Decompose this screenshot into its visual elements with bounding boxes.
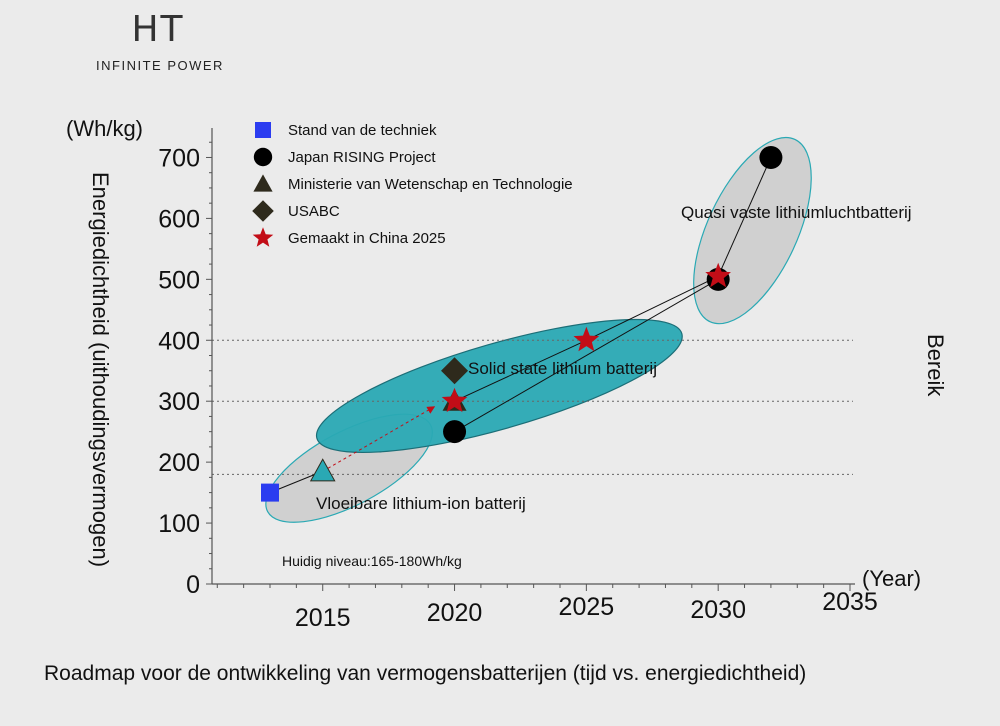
legend-marker-circle	[253, 147, 273, 167]
current-level-label: Huidig niveau:165-180Wh/kg	[282, 553, 462, 569]
point-circle-2032	[759, 145, 783, 169]
legend-label-2: Ministerie van Wetenschap en Technologie	[288, 176, 573, 193]
y-tick-label-500: 500	[158, 266, 200, 294]
legend-marker-diamond	[252, 200, 274, 222]
logo-mark: HT	[131, 9, 185, 50]
y-unit-label: (Wh/kg)	[66, 116, 143, 141]
connector-line-3	[586, 275, 719, 341]
y-axis-label: Energiedichtheid (uithoudingsvermogen)	[88, 172, 113, 567]
region-ellipse-2	[693, 136, 812, 325]
y-tick-label-300: 300	[158, 388, 200, 416]
y-tick-label-700: 700	[158, 144, 200, 172]
legend-marker-square	[255, 122, 271, 138]
chart-title: Roadmap voor de ontwikkeling van vermoge…	[44, 662, 806, 685]
x-tick-label-2030: 2030	[690, 596, 746, 624]
point-circle-2020	[443, 420, 467, 444]
legend-label-4: Gemaakt in China 2025	[288, 230, 446, 247]
right-range-label: Bereik	[923, 334, 948, 397]
x-tick-label-2020: 2020	[427, 599, 483, 627]
connector-line-2	[454, 339, 587, 402]
x-tick-label-2025: 2025	[559, 593, 615, 621]
y-tick-label-600: 600	[158, 205, 200, 233]
logo-subtitle: INFINITE POWER	[96, 58, 224, 73]
x-tick-label-2035: 2035	[822, 588, 878, 616]
point-diamond-2020	[441, 357, 469, 385]
y-tick-label-400: 400	[158, 327, 200, 355]
legend-marker-star	[252, 227, 274, 247]
region-ellipse-1	[315, 318, 683, 454]
legend-marker-triangle	[253, 174, 273, 192]
point-star-2030	[705, 262, 731, 288]
connector-line-4	[454, 278, 719, 433]
solid-state-label: Solid state lithium batterij	[468, 359, 657, 378]
point-square-2013	[261, 483, 279, 502]
x-tick-label-2015: 2015	[295, 604, 351, 632]
liquid-battery-label: Vloeibare lithium-ion batterij	[316, 494, 526, 513]
x-unit-label: (Year)	[862, 566, 921, 591]
quasi-solid-label: Quasi vaste lithiumluchtbatterij	[681, 203, 912, 222]
y-tick-label-100: 100	[158, 510, 200, 538]
point-star-2025	[573, 326, 600, 352]
point-triangle-2015	[309, 458, 336, 482]
y-tick-label-0: 0	[186, 571, 200, 599]
legend-label-3: USABC	[288, 203, 340, 220]
point-star-2020	[441, 387, 468, 413]
legend-label-1: Japan RISING Project	[288, 149, 436, 166]
legend-label-0: Stand van de techniek	[288, 122, 437, 139]
connector-line-5	[717, 157, 772, 277]
y-tick-label-200: 200	[158, 449, 200, 477]
